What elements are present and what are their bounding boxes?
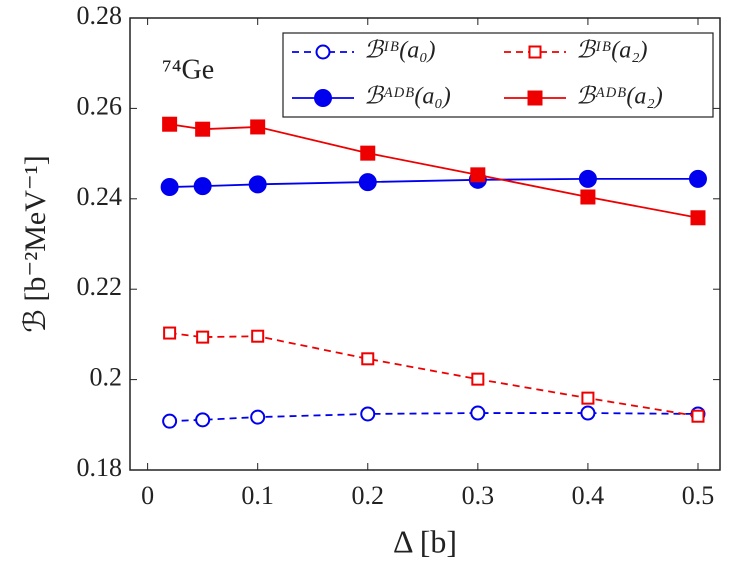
annotation: ⁷⁴Ge xyxy=(162,54,214,85)
legend-marker xyxy=(314,89,332,107)
marker xyxy=(360,145,376,161)
marker xyxy=(160,178,179,197)
marker xyxy=(250,119,266,135)
x-tick-label: 0.2 xyxy=(352,481,385,510)
plot-frame xyxy=(129,17,721,471)
marker xyxy=(578,169,597,188)
y-tick-label: 0.22 xyxy=(77,272,123,301)
x-tick-label: 0.1 xyxy=(241,481,274,510)
y-tick-label: 0.18 xyxy=(77,453,123,482)
marker xyxy=(690,210,706,226)
marker xyxy=(162,413,178,429)
marker xyxy=(688,169,707,188)
marker xyxy=(358,173,377,192)
legend-label: ℬᴬᴰᴮ(a₂) xyxy=(576,84,663,110)
y-tick-label: 0.24 xyxy=(77,182,123,211)
x-tick-label: 0.5 xyxy=(682,481,715,510)
marker xyxy=(471,372,485,386)
marker xyxy=(162,116,178,132)
marker xyxy=(195,121,211,137)
legend-label: ℬᴵᴮ(a₀) xyxy=(364,38,436,64)
legend-label: ℬᴵᴮ(a₂) xyxy=(576,38,648,64)
marker xyxy=(360,406,376,422)
legend-marker xyxy=(527,90,543,106)
marker xyxy=(193,177,212,196)
y-tick-label: 0.2 xyxy=(90,363,123,392)
legend-marker xyxy=(528,45,542,59)
y-axis-label: ℬ [b⁻²MeV⁻¹] xyxy=(19,155,52,332)
x-tick-label: 0 xyxy=(141,481,154,510)
marker xyxy=(251,329,265,343)
x-tick-label: 0.3 xyxy=(462,481,495,510)
marker xyxy=(470,167,486,183)
x-tick-label: 0.4 xyxy=(572,481,605,510)
marker xyxy=(248,175,267,194)
marker xyxy=(196,330,210,344)
marker xyxy=(691,409,705,423)
series-line xyxy=(169,412,698,423)
marker xyxy=(580,405,596,421)
y-tick-label: 0.28 xyxy=(77,1,123,30)
marker xyxy=(580,189,596,205)
marker xyxy=(250,409,266,425)
marker xyxy=(581,391,595,405)
marker xyxy=(163,326,177,340)
marker xyxy=(361,352,375,366)
marker xyxy=(195,412,211,428)
series-line xyxy=(169,123,699,219)
y-tick-label: 0.26 xyxy=(77,91,123,120)
marker xyxy=(470,405,486,421)
x-axis-label: Δ [b] xyxy=(393,523,457,559)
series-line xyxy=(169,332,699,418)
legend-label: ℬᴬᴰᴮ(a₀) xyxy=(364,84,451,110)
legend xyxy=(282,32,714,118)
legend-marker xyxy=(315,44,331,60)
